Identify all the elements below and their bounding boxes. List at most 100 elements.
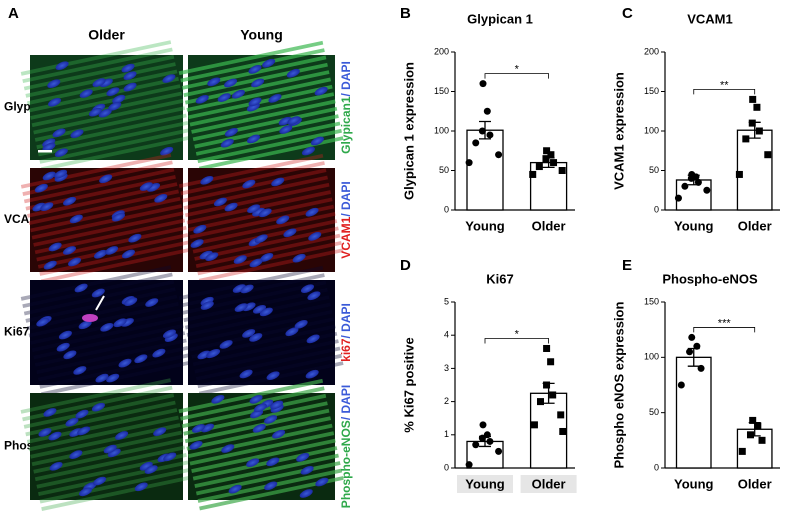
nucleus bbox=[123, 82, 137, 92]
nucleus bbox=[68, 257, 82, 267]
nucleus bbox=[301, 146, 315, 156]
significance-bracket bbox=[484, 338, 549, 344]
nucleus bbox=[231, 89, 245, 99]
panel-letter: C bbox=[622, 5, 633, 22]
nucleus bbox=[299, 489, 313, 498]
category-bg bbox=[520, 475, 577, 493]
nucleus bbox=[88, 107, 102, 117]
nucleus bbox=[98, 108, 112, 118]
data-point bbox=[749, 95, 757, 103]
fiber bbox=[198, 248, 344, 283]
nucleus bbox=[258, 208, 272, 218]
fiber bbox=[186, 416, 332, 451]
nucleus bbox=[279, 125, 293, 134]
fiber bbox=[191, 211, 336, 247]
data-point bbox=[748, 119, 756, 127]
data-point bbox=[483, 107, 491, 115]
nucleus bbox=[253, 403, 267, 413]
nucleus bbox=[43, 408, 57, 417]
fiber bbox=[31, 316, 183, 353]
y-tick-label: 200 bbox=[434, 46, 449, 56]
y-tick-label: 200 bbox=[644, 46, 659, 56]
nucleus bbox=[36, 317, 50, 327]
category-bg bbox=[457, 475, 513, 493]
micrograph bbox=[178, 153, 344, 283]
nucleus bbox=[254, 234, 268, 243]
fiber bbox=[40, 247, 192, 284]
data-point bbox=[558, 167, 566, 174]
data-point bbox=[543, 381, 551, 389]
nucleus bbox=[266, 371, 280, 381]
chart-title: Ki67 bbox=[486, 271, 513, 286]
fiber bbox=[33, 323, 184, 360]
data-point bbox=[547, 358, 555, 366]
x-tick-label: Older bbox=[738, 218, 772, 233]
data-point bbox=[681, 182, 689, 190]
nucleus bbox=[262, 58, 276, 68]
nucleus bbox=[249, 395, 263, 404]
nucleus bbox=[307, 291, 321, 301]
y-tick-label: 3 bbox=[444, 363, 449, 373]
stain-marker: Phospho-eNOS bbox=[339, 420, 353, 508]
nucleus bbox=[248, 97, 262, 107]
nucleus bbox=[276, 215, 290, 225]
stain-marker: ki67 bbox=[339, 338, 353, 362]
column-header: Older bbox=[88, 27, 125, 43]
fiber bbox=[20, 378, 171, 414]
fiber bbox=[197, 353, 342, 389]
fiber bbox=[189, 431, 335, 466]
nucleus bbox=[113, 318, 127, 328]
data-point bbox=[529, 170, 537, 178]
fiber bbox=[23, 167, 175, 204]
nucleus bbox=[315, 477, 329, 487]
nucleus bbox=[251, 78, 265, 88]
fiber bbox=[178, 153, 324, 189]
nucleus bbox=[286, 68, 300, 78]
fiber bbox=[195, 233, 341, 268]
nucleus bbox=[124, 297, 138, 307]
nucleus bbox=[56, 342, 70, 352]
fiber bbox=[41, 475, 192, 511]
data-point bbox=[758, 436, 766, 444]
data-point bbox=[738, 447, 746, 455]
fiber bbox=[36, 113, 187, 150]
fiber bbox=[34, 445, 186, 482]
data-point bbox=[697, 364, 705, 372]
y-tick-label: 1 bbox=[444, 429, 449, 439]
micrograph bbox=[178, 40, 344, 171]
nucleus bbox=[145, 298, 159, 307]
data-point bbox=[749, 416, 757, 424]
stain-label: Glypican1/ DAPI bbox=[339, 61, 353, 154]
x-tick-label: Young bbox=[465, 476, 505, 491]
fiber bbox=[33, 211, 184, 247]
fiber bbox=[28, 301, 179, 338]
nucleus bbox=[233, 255, 247, 264]
nucleus bbox=[272, 429, 286, 439]
fiber bbox=[197, 128, 342, 164]
y-tick-label: 0 bbox=[654, 204, 659, 214]
nucleus bbox=[220, 138, 234, 148]
significance-bracket bbox=[693, 327, 756, 333]
nucleus bbox=[78, 320, 92, 330]
fiber bbox=[34, 218, 186, 255]
chart-title: Phospho-eNOS bbox=[662, 271, 758, 286]
nucleus bbox=[93, 476, 107, 486]
stain-dapi: / DAPI bbox=[339, 61, 353, 96]
fiber bbox=[39, 240, 190, 276]
fiber bbox=[39, 128, 190, 164]
data-point bbox=[687, 174, 695, 182]
data-point bbox=[472, 139, 480, 147]
micrograph bbox=[20, 40, 192, 172]
nucleus bbox=[296, 453, 310, 462]
fiber bbox=[22, 385, 173, 422]
nucleus bbox=[38, 428, 52, 437]
nucleus bbox=[242, 329, 256, 338]
y-tick-label: 100 bbox=[644, 352, 659, 362]
fiber bbox=[36, 225, 187, 262]
fiber bbox=[31, 204, 183, 240]
fiber bbox=[198, 136, 344, 171]
stain-dapi: / DAPI bbox=[339, 181, 353, 216]
data-point bbox=[693, 342, 701, 350]
nucleus bbox=[271, 177, 285, 187]
chart-title: VCAM1 bbox=[687, 11, 733, 26]
